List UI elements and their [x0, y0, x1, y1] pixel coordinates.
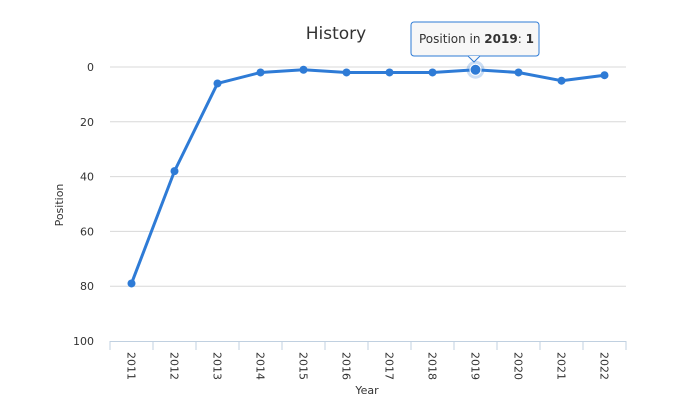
y-tick-label: 40: [80, 171, 94, 184]
y-tick-label: 100: [73, 335, 94, 348]
tooltip: Position in 2019: 1: [410, 21, 540, 63]
x-tick-label: 2014: [254, 352, 267, 380]
y-tick-label: 20: [80, 116, 94, 129]
tooltip-year: 2019: [484, 32, 517, 46]
data-point[interactable]: [213, 79, 222, 88]
data-point[interactable]: [256, 68, 265, 77]
tooltip-pointer: [467, 55, 481, 63]
y-tick-label: 0: [87, 61, 94, 74]
series-position: [127, 60, 609, 288]
series-line: [130, 68, 606, 285]
data-point[interactable]: [170, 167, 179, 176]
x-tick-label: 2020: [512, 352, 525, 380]
data-point[interactable]: [342, 68, 351, 77]
x-tick-label: 2011: [125, 352, 138, 380]
x-tick-label: 2012: [168, 352, 181, 380]
x-axis-ticks: 2011 2012 2013 2014 2015 2016 2017 2018 2019 2020…: [125, 352, 611, 380]
y-axis-ticks: 0 20 40 60 80 100: [73, 61, 94, 348]
y-axis-title: Position: [53, 184, 66, 227]
data-point[interactable]: [385, 68, 394, 77]
x-tick-label: 2019: [469, 352, 482, 380]
grid-lines: [110, 66, 626, 287]
data-point[interactable]: [514, 68, 523, 77]
x-axis: [109, 341, 627, 350]
data-point[interactable]: [428, 68, 437, 77]
tooltip-separator: :: [518, 32, 526, 46]
chart-title: History: [306, 24, 366, 44]
x-tick-label: 2015: [297, 352, 310, 380]
x-tick-label: 2018: [426, 352, 439, 380]
data-point[interactable]: [299, 65, 308, 74]
data-point[interactable]: [469, 63, 482, 76]
data-point[interactable]: [557, 76, 566, 85]
x-tick-label: 2016: [340, 352, 353, 380]
tooltip-text: Position in 2019: 1: [419, 32, 534, 46]
data-point[interactable]: [600, 71, 609, 80]
tooltip-value: 1: [526, 32, 534, 46]
data-point[interactable]: [127, 279, 136, 288]
x-tick-label: 2021: [555, 352, 568, 380]
x-tick-label: 2013: [211, 352, 224, 380]
x-axis-title: Year: [354, 384, 379, 397]
x-tick-label: 2022: [598, 352, 611, 380]
y-tick-label: 80: [80, 280, 94, 293]
x-tick-label: 2017: [383, 352, 396, 380]
tooltip-prefix: Position in: [419, 32, 484, 46]
y-tick-label: 60: [80, 225, 94, 238]
